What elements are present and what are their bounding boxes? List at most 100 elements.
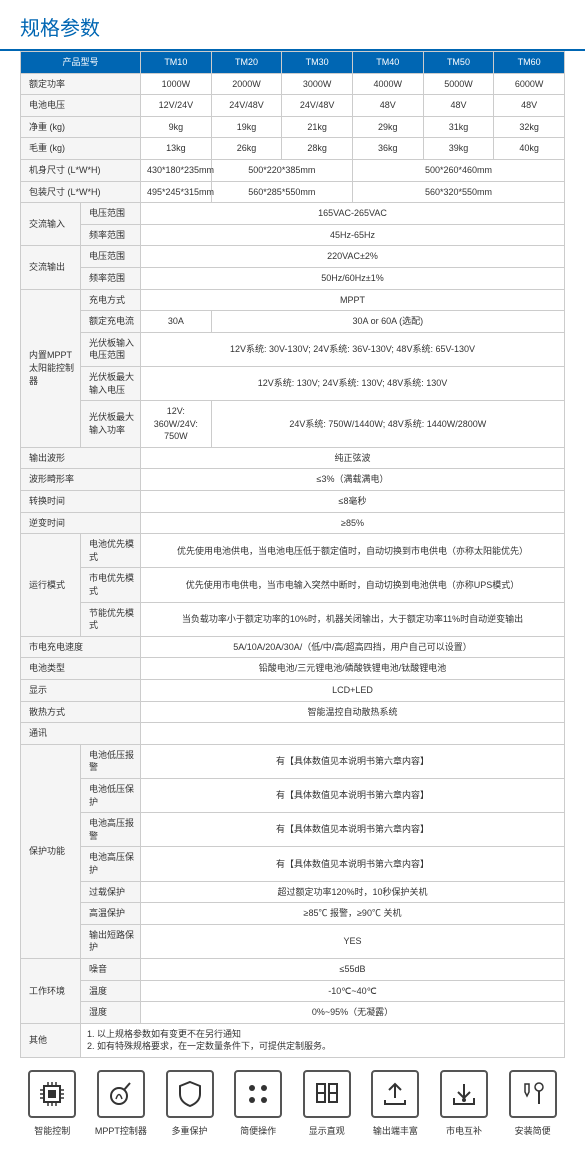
cell: 光伏板最大输入电压 bbox=[81, 366, 141, 400]
cell: 机身尺寸 (L*W*H) bbox=[21, 159, 141, 181]
cell: ≤55dB bbox=[141, 958, 565, 980]
cell: 500*220*385mm bbox=[211, 159, 352, 181]
cell: 纯正弦波 bbox=[141, 447, 565, 469]
cell: 充电方式 bbox=[81, 289, 141, 311]
spec-table: 产品型号TM10TM20TM30TM40TM50TM60 额定功率1000W20… bbox=[20, 51, 565, 1058]
cell: 电池电压 bbox=[21, 95, 141, 117]
cell: 48V bbox=[352, 95, 423, 117]
cell: 24V/48V bbox=[211, 95, 282, 117]
output-icon-box: 输出端丰富 bbox=[363, 1070, 428, 1137]
cell: 包装尺寸 (L*W*H) bbox=[21, 181, 141, 203]
page-title: 规格参数 bbox=[0, 0, 585, 51]
cell: 430*180*235mm bbox=[141, 159, 212, 181]
cell: 电池低压保护 bbox=[81, 778, 141, 812]
cell: 温度 bbox=[81, 980, 141, 1002]
tools-icon bbox=[509, 1070, 557, 1118]
cell: 当负载功率小于额定功率的10%时，机器关闭输出，大于额定功率11%时自动逆变输出 bbox=[141, 602, 565, 636]
chip-icon-box: 智能控制 bbox=[20, 1070, 85, 1137]
cell: YES bbox=[141, 924, 565, 958]
cell: 过载保护 bbox=[81, 881, 141, 903]
col-header: TM30 bbox=[282, 52, 353, 74]
cell: 30A bbox=[141, 311, 212, 333]
display-icon bbox=[303, 1070, 351, 1118]
icon-label: 输出端丰富 bbox=[373, 1124, 418, 1137]
cell: 高温保护 bbox=[81, 903, 141, 925]
cell: 光伏板最大输入功率 bbox=[81, 401, 141, 448]
cell: 19kg bbox=[211, 116, 282, 138]
cell: 市电充电速度 bbox=[21, 636, 141, 658]
cell: 智能温控自动散热系统 bbox=[141, 701, 565, 723]
col-header: 产品型号 bbox=[21, 52, 141, 74]
icon-label: 安装简便 bbox=[515, 1124, 551, 1137]
col-header: TM40 bbox=[352, 52, 423, 74]
cell: 有【具体数值见本说明书第六章内容】 bbox=[141, 778, 565, 812]
cell: 市电优先模式 bbox=[81, 568, 141, 602]
icon-label: 多重保护 bbox=[172, 1124, 208, 1137]
cell: 4000W bbox=[352, 73, 423, 95]
cell: 5000W bbox=[423, 73, 494, 95]
cell: 毛重 (kg) bbox=[21, 138, 141, 160]
cell: 2000W bbox=[211, 73, 282, 95]
cell: 电压范围 bbox=[81, 203, 141, 225]
icon-label: MPPT控制器 bbox=[95, 1124, 147, 1137]
cell: MPPT bbox=[141, 289, 565, 311]
cell: 3000W bbox=[282, 73, 353, 95]
cell: 28kg bbox=[282, 138, 353, 160]
cell: 48V bbox=[423, 95, 494, 117]
cell: 26kg bbox=[211, 138, 282, 160]
cell: 输出短路保护 bbox=[81, 924, 141, 958]
cell: 12V/24V bbox=[141, 95, 212, 117]
mppt-icon-box: MPPT控制器 bbox=[89, 1070, 154, 1137]
cell: 散热方式 bbox=[21, 701, 141, 723]
cell: 560*285*550mm bbox=[211, 181, 352, 203]
plug-icon-box: 市电互补 bbox=[432, 1070, 497, 1137]
cell: 9kg bbox=[141, 116, 212, 138]
cell: 24V系统: 750W/1440W; 48V系统: 1440W/2800W bbox=[211, 401, 564, 448]
icon-label: 简便操作 bbox=[240, 1124, 276, 1137]
output-icon bbox=[371, 1070, 419, 1118]
cell: 光伏板输入电压范围 bbox=[81, 332, 141, 366]
cell: 额定功率 bbox=[21, 73, 141, 95]
shield-icon-box: 多重保护 bbox=[157, 1070, 222, 1137]
cell: 48V bbox=[494, 95, 565, 117]
cell: 内置MPPT太阳能控制器 bbox=[21, 289, 81, 447]
cell: ≥85% bbox=[141, 512, 565, 534]
cell: 湿度 bbox=[81, 1002, 141, 1024]
chip-icon bbox=[28, 1070, 76, 1118]
cell: ≤3%（满载满电） bbox=[141, 469, 565, 491]
icon-label: 显示直观 bbox=[309, 1124, 345, 1137]
cell: 495*245*315mm bbox=[141, 181, 212, 203]
cell: 电池高压保护 bbox=[81, 847, 141, 881]
col-header: TM10 bbox=[141, 52, 212, 74]
col-header: TM60 bbox=[494, 52, 565, 74]
cell: 节能优先模式 bbox=[81, 602, 141, 636]
cell: 500*260*460mm bbox=[352, 159, 564, 181]
cell: 有【具体数值见本说明书第六章内容】 bbox=[141, 744, 565, 778]
dots-icon bbox=[234, 1070, 282, 1118]
cell: 超过额定功率120%时，10秒保护关机 bbox=[141, 881, 565, 903]
cell: 39kg bbox=[423, 138, 494, 160]
cell: 噪音 bbox=[81, 958, 141, 980]
icon-label: 智能控制 bbox=[34, 1124, 70, 1137]
plug-icon bbox=[440, 1070, 488, 1118]
cell: 通讯 bbox=[21, 723, 141, 745]
tools-icon-box: 安装简便 bbox=[500, 1070, 565, 1137]
dots-icon-box: 简便操作 bbox=[226, 1070, 291, 1137]
feature-icons: 智能控制 MPPT控制器 多重保护 简便操作 显示直观 输出端丰富 市电互补安装简便 bbox=[0, 1058, 585, 1149]
cell: 45Hz-65Hz bbox=[141, 224, 565, 246]
cell: 32kg bbox=[494, 116, 565, 138]
cell: 逆变时间 bbox=[21, 512, 141, 534]
cell: 输出波形 bbox=[21, 447, 141, 469]
cell: 165VAC-265VAC bbox=[141, 203, 565, 225]
cell: 12V: 360W/24V: 750W bbox=[141, 401, 212, 448]
cell: 显示 bbox=[21, 680, 141, 702]
cell: 30A or 60A (选配) bbox=[211, 311, 564, 333]
cell: 运行模式 bbox=[21, 534, 81, 637]
cell: 净重 (kg) bbox=[21, 116, 141, 138]
cell: 50Hz/60Hz±1% bbox=[141, 267, 565, 289]
cell: 其他 bbox=[21, 1023, 81, 1057]
cell: 转换时间 bbox=[21, 491, 141, 513]
cell: 频率范围 bbox=[81, 224, 141, 246]
cell: 波形畸形率 bbox=[21, 469, 141, 491]
cell: 5A/10A/20A/30A/（低/中/高/超高四挡，用户自己可以设置） bbox=[141, 636, 565, 658]
